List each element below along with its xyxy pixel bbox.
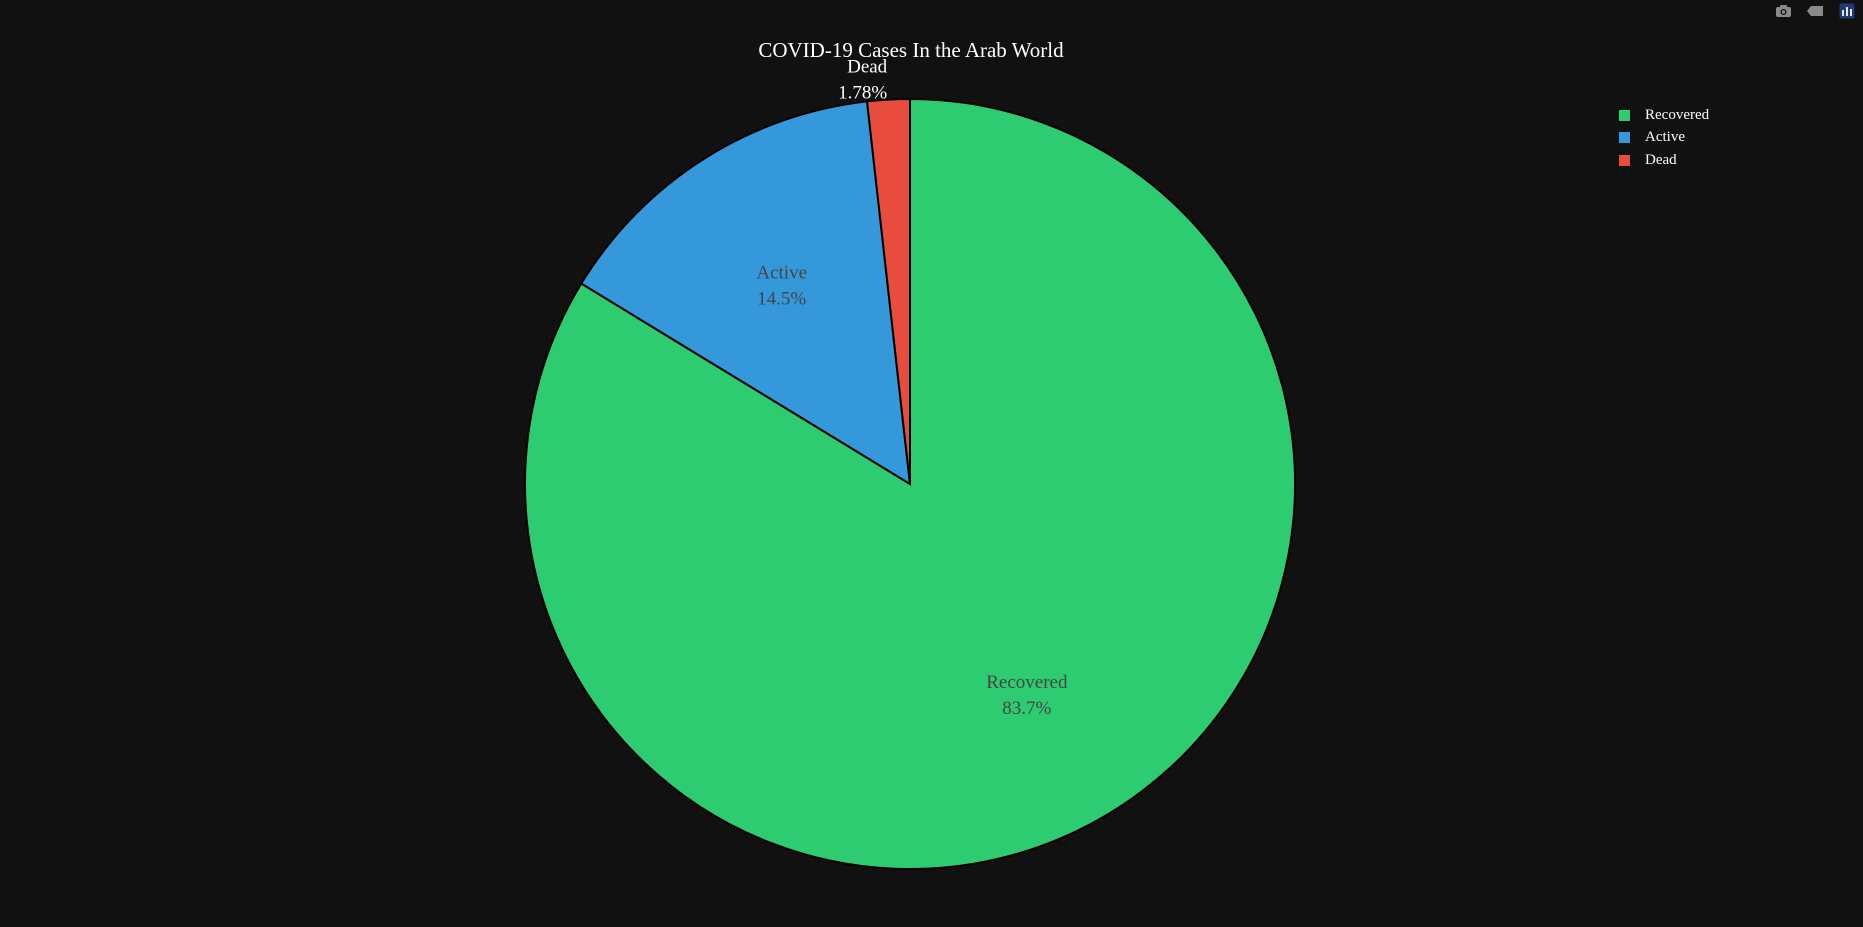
plotly-logo-icon[interactable] [1837, 2, 1857, 20]
slice-label-dead: Dead [847, 57, 888, 78]
legend-swatch [1619, 154, 1630, 166]
slice-label-recovered: Recovered [986, 672, 1068, 693]
slice-percent-active: 14.5% [757, 289, 806, 310]
legend-item-recovered[interactable]: Recovered [1618, 104, 1709, 127]
legend-swatch [1619, 132, 1630, 144]
chart-title: COVID-19 Cases In the Arab World [758, 38, 1064, 62]
legend-label: Dead [1645, 151, 1677, 168]
legend-item-active[interactable]: Active [1618, 127, 1709, 150]
slice-percent-dead: 1.78% [838, 83, 887, 104]
legend-swatch [1619, 109, 1630, 121]
legend-label: Active [1645, 129, 1685, 146]
pie-slice-active[interactable] [579, 100, 912, 486]
tag-icon[interactable] [1805, 2, 1825, 20]
camera-icon[interactable] [1773, 2, 1793, 20]
legend: Recovered Active Dead [1618, 104, 1709, 172]
pie-slice-dead[interactable] [865, 97, 911, 485]
legend-label: Recovered [1645, 106, 1710, 123]
slice-label-active: Active [756, 263, 807, 284]
slice-percent-recovered: 83.7% [1002, 698, 1051, 719]
legend-item-dead[interactable]: Dead [1618, 149, 1709, 172]
modebar [1773, 2, 1857, 20]
